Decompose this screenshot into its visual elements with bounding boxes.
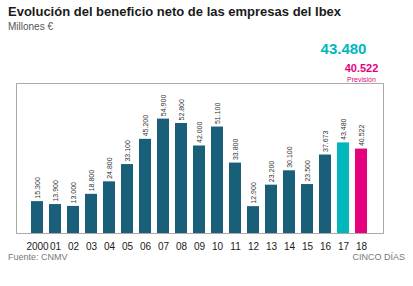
svg-text:03: 03 [86, 241, 98, 251]
svg-text:02: 02 [68, 241, 80, 251]
svg-text:05: 05 [122, 241, 134, 251]
svg-text:43.480: 43.480 [340, 118, 347, 140]
svg-text:23.200: 23.200 [268, 161, 275, 183]
svg-text:12: 12 [248, 241, 260, 251]
svg-text:01: 01 [50, 241, 62, 251]
svg-text:18.800: 18.800 [88, 170, 95, 192]
svg-text:15: 15 [302, 241, 314, 251]
html-text:Fuente: CNMV: Fuente: CNMV [8, 252, 68, 262]
html-text:Evolución del beneficio neto d: Evolución del beneficio neto de las empr… [8, 4, 342, 19]
svg-text:14: 14 [284, 241, 296, 251]
svg-text:23.500: 23.500 [304, 160, 311, 182]
svg-text:06: 06 [140, 241, 152, 251]
svg-text:30.100: 30.100 [286, 146, 293, 168]
svg-text:13: 13 [266, 241, 278, 251]
svg-text:43.480: 43.480 [321, 40, 367, 57]
svg-text:07: 07 [158, 241, 170, 251]
svg-text:2000: 2000 [26, 241, 49, 251]
svg-text:15.300: 15.300 [34, 177, 41, 199]
svg-text:24.800: 24.800 [106, 157, 113, 179]
svg-text:13.000: 13.000 [70, 182, 77, 204]
svg-text:17: 17 [338, 241, 350, 251]
svg-text:40.522: 40.522 [345, 62, 379, 74]
svg-text:18: 18 [356, 241, 368, 251]
svg-text:09: 09 [194, 241, 206, 251]
svg-text:04: 04 [104, 241, 116, 251]
svg-text:Previsión: Previsión [347, 76, 376, 83]
svg-text:08: 08 [176, 241, 188, 251]
html-text:Millones €: Millones € [8, 21, 53, 32]
svg-text:40.522: 40.522 [358, 125, 365, 147]
svg-text:16: 16 [320, 241, 332, 251]
svg-text:13.900: 13.900 [52, 180, 59, 202]
svg-text:33.800: 33.800 [232, 139, 239, 161]
svg-text:51.100: 51.100 [214, 103, 221, 125]
svg-text:42.000: 42.000 [196, 121, 203, 143]
svg-text:52.800: 52.800 [178, 99, 185, 121]
svg-text:11: 11 [230, 241, 241, 251]
svg-text:54.900: 54.900 [160, 95, 167, 117]
svg-text:37.673: 37.673 [322, 130, 329, 152]
svg-text:33.100: 33.100 [124, 140, 131, 162]
svg-text:45.200: 45.200 [142, 115, 149, 137]
html-text:CINCO DÍAS: CINCO DÍAS [352, 252, 405, 262]
svg-text:12.900: 12.900 [250, 182, 257, 204]
svg-text:10: 10 [212, 241, 224, 251]
